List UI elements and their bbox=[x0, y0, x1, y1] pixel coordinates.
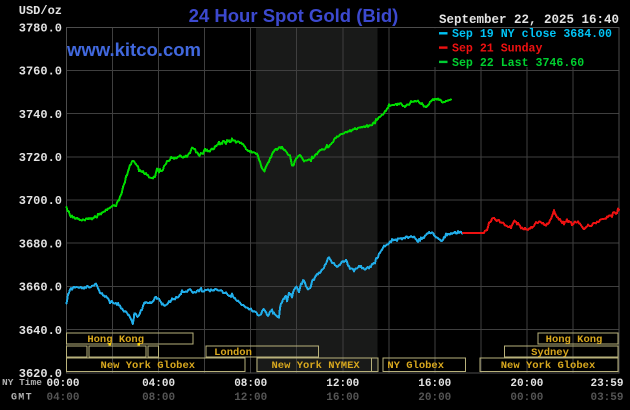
svg-text:04:00: 04:00 bbox=[46, 392, 79, 404]
svg-text:NY Globex: NY Globex bbox=[387, 360, 444, 372]
svg-text:00:00: 00:00 bbox=[46, 378, 79, 390]
svg-text:Sydney: Sydney bbox=[531, 347, 570, 359]
svg-text:00:00: 00:00 bbox=[510, 392, 543, 404]
svg-text:3740.0: 3740.0 bbox=[19, 108, 62, 122]
svg-text:NY Time: NY Time bbox=[2, 377, 42, 388]
svg-text:Sep 22 Last 3746.60: Sep 22 Last 3746.60 bbox=[452, 57, 584, 70]
svg-text:23:59: 23:59 bbox=[590, 378, 623, 390]
svg-text:20:00: 20:00 bbox=[418, 392, 451, 404]
svg-text:3780.0: 3780.0 bbox=[19, 22, 62, 36]
svg-text:3700.0: 3700.0 bbox=[19, 194, 62, 208]
svg-text:08:00: 08:00 bbox=[234, 378, 267, 390]
svg-text:New York NYMEX: New York NYMEX bbox=[271, 360, 360, 372]
svg-text:04:00: 04:00 bbox=[142, 378, 175, 390]
svg-text:New York Globex: New York Globex bbox=[101, 360, 196, 372]
svg-text:www.kitco.com: www.kitco.com bbox=[66, 39, 201, 60]
svg-text:Sep 19 NY close 3684.00: Sep 19 NY close 3684.00 bbox=[452, 28, 612, 41]
svg-text:12:00: 12:00 bbox=[326, 378, 359, 390]
svg-text:USD/oz: USD/oz bbox=[19, 4, 62, 18]
svg-text:3640.0: 3640.0 bbox=[19, 324, 62, 338]
svg-text:08:00: 08:00 bbox=[142, 392, 175, 404]
svg-text:Hong Kong: Hong Kong bbox=[546, 334, 603, 346]
svg-text:3760.0: 3760.0 bbox=[19, 65, 62, 79]
svg-text:London: London bbox=[214, 347, 252, 359]
svg-text:16:00: 16:00 bbox=[326, 392, 359, 404]
svg-text:3620.0: 3620.0 bbox=[19, 367, 62, 381]
svg-text:New York Globex: New York Globex bbox=[501, 360, 596, 372]
svg-text:16:00: 16:00 bbox=[418, 378, 451, 390]
svg-text:03:59: 03:59 bbox=[590, 392, 623, 404]
svg-text:3660.0: 3660.0 bbox=[19, 281, 62, 295]
svg-text:3680.0: 3680.0 bbox=[19, 237, 62, 251]
svg-text:GMT: GMT bbox=[11, 392, 33, 403]
svg-text:Hong Kong: Hong Kong bbox=[87, 334, 144, 346]
svg-text:12:00: 12:00 bbox=[234, 392, 267, 404]
svg-text:20:00: 20:00 bbox=[510, 378, 543, 390]
svg-text:Sep 21 Sunday: Sep 21 Sunday bbox=[452, 43, 542, 56]
svg-text:September 22, 2025 16:40: September 22, 2025 16:40 bbox=[439, 13, 619, 27]
svg-text:24 Hour Spot Gold (Bid): 24 Hour Spot Gold (Bid) bbox=[189, 5, 399, 26]
svg-text:3720.0: 3720.0 bbox=[19, 151, 62, 165]
